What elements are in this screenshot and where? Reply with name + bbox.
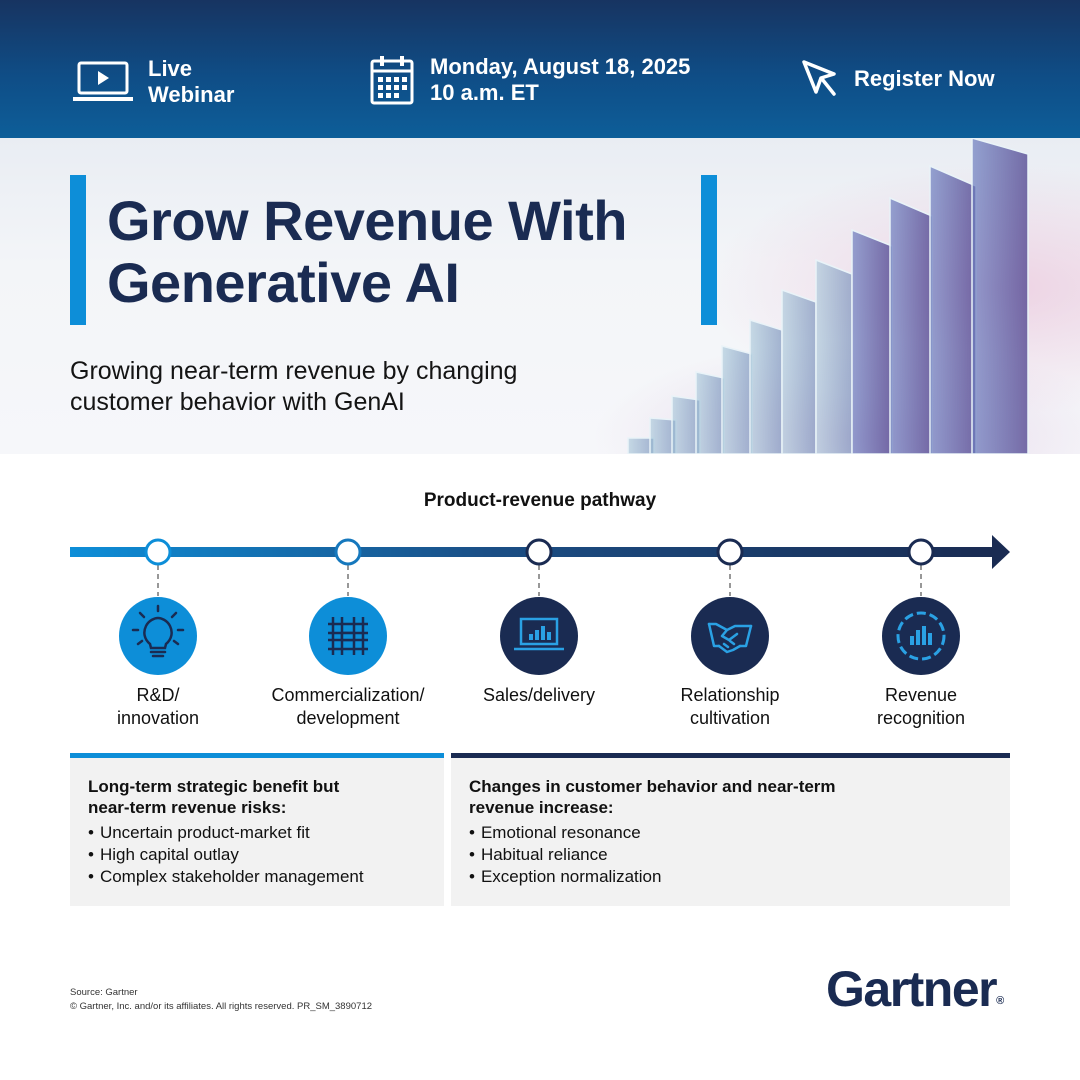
benefits-heading-line2: revenue increase: <box>469 798 614 817</box>
stage-label-line2: recognition <box>876 708 966 728</box>
stage-label-rd: R&D/ innovation <box>58 684 258 730</box>
calendar-icon <box>370 56 414 105</box>
source-text: Source: Gartner <box>70 987 138 998</box>
cursor-arrow-icon <box>802 60 836 96</box>
logo-text: Gartner <box>826 961 998 1017</box>
glass-panels-graphic <box>627 138 1029 454</box>
pathway-node <box>716 538 744 566</box>
benefits-heading-line1: Changes in customer behavior and near-te… <box>469 777 836 796</box>
stage-label-line1: Sales/delivery <box>482 685 596 705</box>
benefits-heading: Changes in customer behavior and near-te… <box>469 776 992 818</box>
webinar-label: Live Webinar <box>148 56 234 108</box>
revenue-chart-icon <box>882 597 960 675</box>
risks-heading: Long-term strategic benefit but near-ter… <box>88 776 426 818</box>
pathway-title: Product-revenue pathway <box>423 490 657 511</box>
risks-list: Uncertain product-market fit High capita… <box>88 822 426 888</box>
handshake-icon <box>691 597 769 675</box>
subtitle-line2: customer behavior with GenAI <box>70 388 405 416</box>
hero-subtitle: Growing near-term revenue by changing cu… <box>70 356 690 418</box>
title-line2: Generative AI <box>107 251 460 314</box>
subtitle-line1: Growing near-term revenue by changing <box>70 357 518 385</box>
stage-label-revenue: Revenue recognition <box>821 684 1021 730</box>
gartner-logo: Gartner® <box>826 960 1004 1018</box>
live-webinar-badge: Live Webinar <box>72 56 234 108</box>
title-line1: Grow Revenue With <box>107 189 627 252</box>
pathway-node <box>907 538 935 566</box>
stage-label-commercialization: Commercialization/ development <box>248 684 448 730</box>
list-item: Exception normalization <box>469 866 992 888</box>
hero-section: Grow Revenue With Generative AI Growing … <box>0 138 1080 454</box>
list-item: High capital outlay <box>88 844 426 866</box>
stage-label-line1: Revenue <box>884 685 958 705</box>
footer-source: Source: Gartner © Gartner, Inc. and/or i… <box>70 986 372 1014</box>
list-item: Emotional resonance <box>469 822 992 844</box>
risks-box: Long-term strategic benefit but near-ter… <box>70 753 444 906</box>
list-item: Complex stakeholder management <box>88 866 426 888</box>
pathway-diagram <box>70 535 1010 675</box>
benefits-box: Changes in customer behavior and near-te… <box>451 753 1010 906</box>
stage-label-line2: innovation <box>116 708 200 728</box>
stage-label-line1: Relationship <box>680 685 780 705</box>
title-accent-bar-right <box>701 175 717 325</box>
stage-label-line1: R&D/ <box>136 685 180 705</box>
pathway-node <box>525 538 553 566</box>
laptop-chart-icon <box>500 597 578 675</box>
event-date: Monday, August 18, 2025 <box>430 54 691 79</box>
registered-mark: ® <box>996 995 1005 1007</box>
copyright-text: © Gartner, Inc. and/or its affiliates. A… <box>70 1001 373 1012</box>
risks-heading-line2: near-term revenue risks: <box>88 798 287 817</box>
webinar-line1: Live <box>148 56 193 81</box>
benefits-list: Emotional resonance Habitual reliance Ex… <box>469 822 992 888</box>
list-item: Habitual reliance <box>469 844 992 866</box>
register-now-link[interactable]: Register Now <box>800 58 995 100</box>
event-datetime: Monday, August 18, 2025 10 a.m. ET <box>370 54 690 106</box>
pathway-node <box>334 538 362 566</box>
event-time: 10 a.m. ET <box>430 80 539 105</box>
stage-label-line2: development <box>296 708 400 728</box>
register-now-label: Register Now <box>854 66 995 91</box>
monitor-play-icon <box>73 61 133 101</box>
stage-label-line2: cultivation <box>689 708 771 728</box>
webinar-line2: Webinar <box>148 82 235 107</box>
top-banner: Live Webinar Monday, August 18, 2025 10 … <box>0 0 1080 138</box>
lightbulb-icon <box>119 597 197 675</box>
stage-label-sales: Sales/delivery <box>439 684 639 707</box>
pathway-node <box>144 538 172 566</box>
circuit-grid-icon <box>309 597 387 675</box>
title-accent-bar-left <box>70 175 86 325</box>
stage-label-line1: Commercialization/ <box>271 685 425 705</box>
date-time-text: Monday, August 18, 2025 10 a.m. ET <box>430 54 690 106</box>
page-title: Grow Revenue With Generative AI <box>107 190 707 314</box>
list-item: Uncertain product-market fit <box>88 822 426 844</box>
stage-label-relationship: Relationship cultivation <box>630 684 830 730</box>
pathway-arrow-head <box>992 535 1010 569</box>
risks-heading-line1: Long-term strategic benefit but <box>88 777 340 796</box>
